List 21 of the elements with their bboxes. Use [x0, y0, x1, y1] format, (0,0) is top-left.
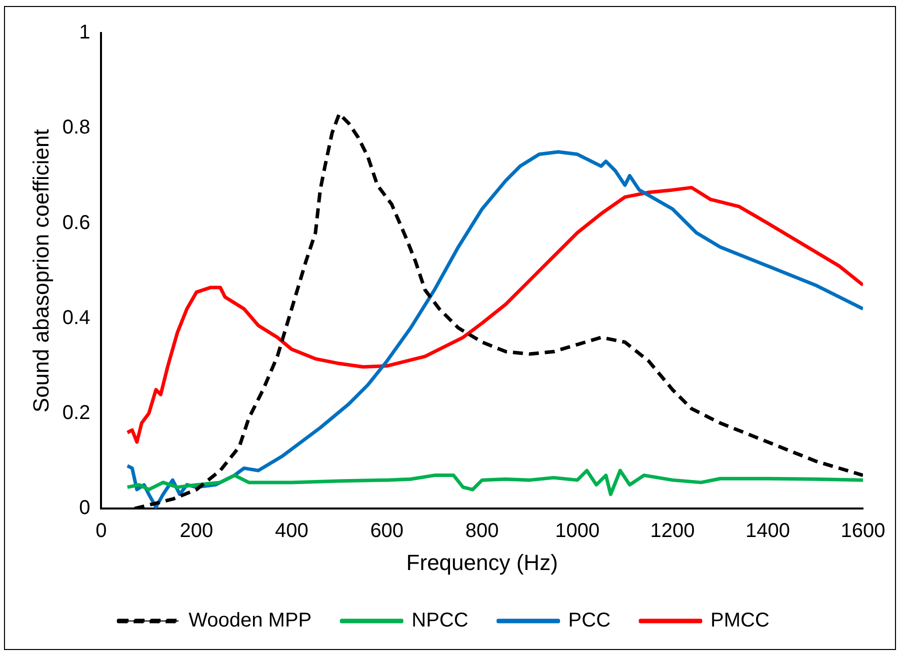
x-tick-label: 800 — [465, 520, 499, 542]
x-tick-label: 600 — [370, 520, 404, 542]
legend-label: NPCC — [412, 610, 468, 632]
legend-label: PMCC — [710, 610, 770, 632]
x-tick-label: 1400 — [746, 520, 790, 542]
x-tick-label: 400 — [274, 520, 308, 542]
y-tick-label: 1 — [79, 22, 90, 44]
y-tick-label: 0.8 — [62, 116, 90, 139]
legend-label: Wooden MPP — [188, 610, 312, 632]
x-tick-label: 1200 — [650, 520, 695, 542]
y-tick-label: 0.6 — [62, 212, 90, 234]
y-tick-label: 0 — [79, 497, 90, 520]
x-tick-label: 1600 — [840, 520, 886, 542]
x-tick-label: 1000 — [555, 520, 600, 542]
x-tick-label: 200 — [180, 520, 214, 542]
x-axis-title: Frequency (Hz) — [406, 550, 558, 575]
x-tick-label: 0 — [96, 520, 107, 542]
legend-label: PCC — [568, 610, 611, 632]
y-tick-label: 0.2 — [62, 402, 90, 424]
y-tick-label: 0.4 — [62, 306, 90, 329]
y-axis-title: Sound abasoprion coefficient — [28, 129, 54, 412]
